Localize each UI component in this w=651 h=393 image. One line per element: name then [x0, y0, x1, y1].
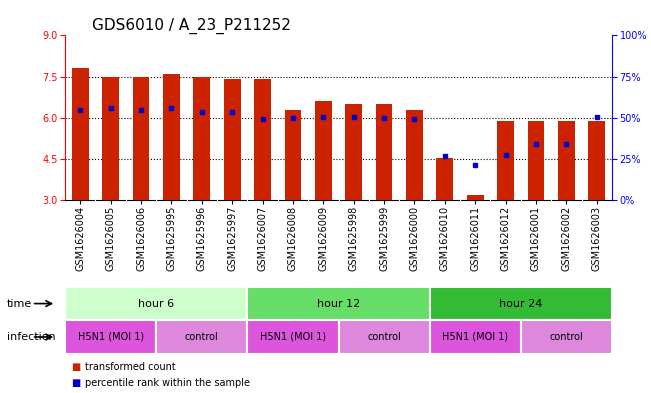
Text: H5N1 (MOI 1): H5N1 (MOI 1)	[442, 332, 508, 342]
Bar	[589, 121, 605, 200]
Text: ■: ■	[72, 378, 81, 388]
Text: control: control	[367, 332, 401, 342]
Text: percentile rank within the sample: percentile rank within the sample	[85, 378, 249, 388]
Text: GDS6010 / A_23_P211252: GDS6010 / A_23_P211252	[92, 18, 291, 34]
Bar	[247, 320, 339, 354]
Bar	[345, 104, 362, 200]
Text: H5N1 (MOI 1): H5N1 (MOI 1)	[77, 332, 144, 342]
Bar	[72, 68, 89, 200]
Text: control: control	[185, 332, 219, 342]
Bar	[558, 121, 575, 200]
Bar	[193, 77, 210, 200]
Text: hour 24: hour 24	[499, 299, 542, 309]
Bar	[65, 320, 156, 354]
Bar	[254, 79, 271, 200]
Bar	[133, 77, 150, 200]
Bar	[284, 110, 301, 200]
Text: H5N1 (MOI 1): H5N1 (MOI 1)	[260, 332, 326, 342]
Bar	[315, 101, 331, 200]
Text: hour 12: hour 12	[317, 299, 360, 309]
Bar	[436, 158, 453, 200]
Text: control: control	[549, 332, 583, 342]
Bar	[224, 79, 240, 200]
Text: ■: ■	[72, 362, 81, 373]
Bar	[430, 320, 521, 354]
Bar	[163, 74, 180, 200]
Bar	[497, 121, 514, 200]
Bar	[339, 320, 430, 354]
Text: hour 6: hour 6	[138, 299, 174, 309]
Bar	[521, 320, 612, 354]
Bar	[467, 195, 484, 200]
Bar	[527, 121, 544, 200]
Text: time: time	[7, 299, 32, 309]
Bar	[156, 320, 247, 354]
Bar	[406, 110, 423, 200]
Bar	[247, 287, 430, 320]
Bar	[430, 287, 612, 320]
Bar	[65, 287, 247, 320]
Bar	[376, 104, 393, 200]
Bar	[102, 77, 119, 200]
Text: transformed count: transformed count	[85, 362, 175, 373]
Text: infection: infection	[7, 332, 55, 342]
